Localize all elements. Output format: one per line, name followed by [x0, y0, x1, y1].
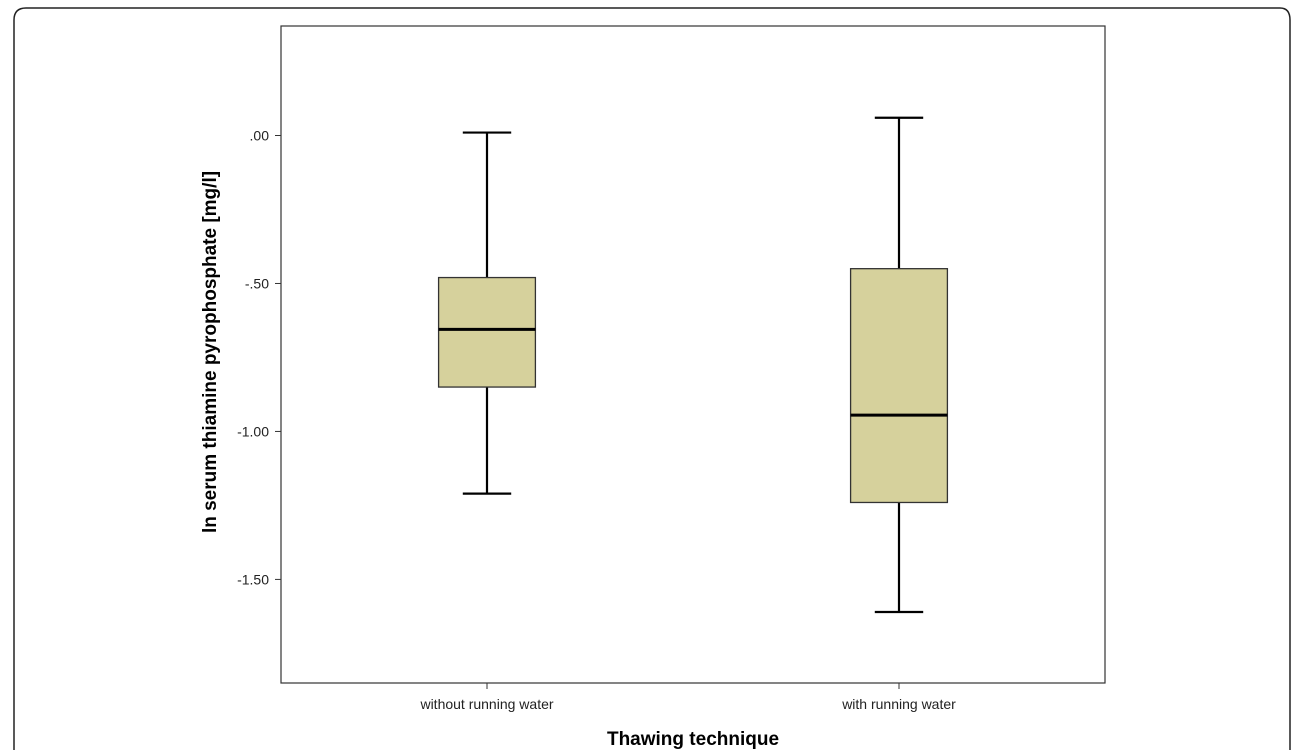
plot-area-border — [280, 25, 1106, 684]
y-tick-label: -1.00 — [237, 423, 269, 439]
box-series — [437, 116, 949, 614]
interquartile-box — [849, 268, 949, 504]
x-axis-ticks: without running water with running water — [419, 683, 956, 712]
y-tick-label: .00 — [250, 128, 270, 144]
x-tick-label: with running water — [841, 696, 956, 712]
x-tick-label: without running water — [419, 696, 553, 712]
y-axis-title: ln serum thiamine pyrophosphate [mg/l] — [200, 171, 221, 533]
x-axis-title: Thawing technique — [607, 729, 779, 750]
y-tick-label: -.50 — [245, 275, 269, 291]
y-tick-label: -1.50 — [237, 571, 269, 587]
interquartile-box — [437, 276, 537, 388]
box-with-running-water — [849, 116, 949, 614]
box-without-running-water — [437, 131, 537, 495]
y-axis-ticks: .00 -.50 -1.00 -1.50 — [237, 128, 281, 587]
